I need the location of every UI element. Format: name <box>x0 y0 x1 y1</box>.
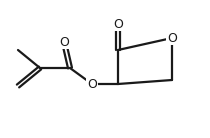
Text: O: O <box>167 31 177 44</box>
Text: O: O <box>113 18 123 30</box>
Text: O: O <box>59 35 69 48</box>
Text: O: O <box>87 78 97 91</box>
